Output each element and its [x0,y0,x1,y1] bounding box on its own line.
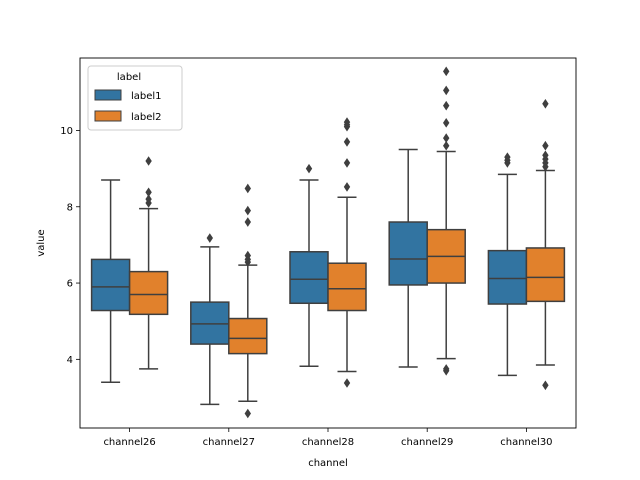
outlier-point [244,183,251,194]
box-body [90,258,131,312]
outlier-point [244,205,251,216]
y-axis-label: value [36,229,47,256]
outlier-point [443,85,450,96]
outlier-point [542,98,549,109]
box-label1-channel29 [388,148,428,368]
outlier-point [244,408,251,419]
outlier-point [343,158,351,168]
outlier-point [542,140,549,151]
box-label1-channel26 [90,179,131,383]
box-body [487,249,528,305]
outlier-point [244,250,251,261]
box-body [327,262,367,312]
outlier-point [443,133,450,143]
outlier-point [504,152,511,162]
box-body [190,301,230,345]
axes: 4 6 8 10 channel26 channel27 channel28 channel2… [60,126,552,448]
box-label2-channel28 [327,117,367,388]
outlier-point [443,140,450,151]
y-tick-label: 4 [67,355,73,366]
outlier-point [443,118,450,128]
box-body [228,317,268,355]
x-tick-label: channel28 [302,437,354,448]
outlier-point [206,233,213,243]
outlier-point [343,182,351,192]
x-tick-label: channel30 [500,437,552,448]
outlier-point [305,163,313,174]
outlier-point [244,217,251,227]
box-body [525,247,566,303]
legend-label: label1 [131,91,162,102]
y-tick-label: 8 [67,202,73,213]
box-body [388,221,428,286]
box-body [128,270,169,316]
legend-title: label [117,72,141,83]
plot-area [90,66,566,419]
y-tick-label: 10 [60,126,73,137]
box-label1-channel28 [289,163,329,367]
outlier-point [443,100,450,111]
legend-swatch [94,89,122,101]
outlier-point [343,378,351,388]
legend-label: label2 [131,112,162,123]
box-label1-channel30 [487,152,528,377]
x-tick-label: channel26 [103,437,155,448]
outlier-point [542,150,549,161]
outlier-point [542,380,549,391]
x-axis-label: channel [308,458,348,469]
outlier-point [443,66,450,77]
box-label2-channel29 [426,66,466,376]
box-body [289,251,329,305]
outlier-point [443,364,450,374]
box-label1-channel27 [190,233,230,406]
box-label2-channel26 [128,156,169,370]
outlier-point [145,194,152,204]
box-label2-channel27 [228,183,268,419]
outlier-point [343,137,351,147]
box-label2-channel30 [525,98,566,391]
outlier-point [145,187,152,198]
legend: label label1 label2 [87,65,183,131]
x-tick-label: channel27 [203,437,255,448]
legend-swatch [94,110,122,122]
x-tick-label: channel29 [401,437,453,448]
y-tick-label: 6 [67,279,73,290]
outlier-point [343,117,351,127]
outlier-point [145,156,152,166]
